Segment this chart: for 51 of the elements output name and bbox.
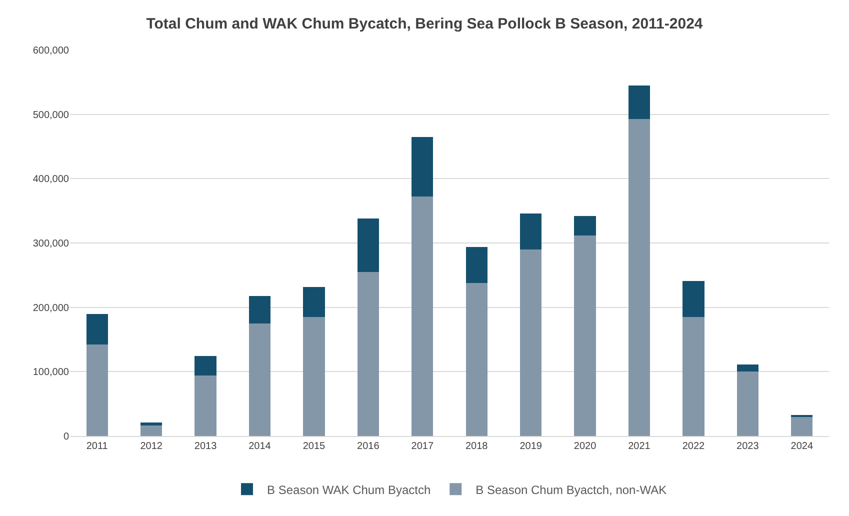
bar — [303, 316, 325, 436]
bar — [248, 323, 271, 436]
bar — [682, 280, 704, 317]
bar — [736, 364, 759, 372]
bar — [303, 286, 325, 317]
x-tick-label: 2023 — [736, 441, 760, 452]
x-tick-label: 2018 — [465, 441, 488, 452]
bar — [628, 85, 650, 119]
y-tick-label: 300,000 — [32, 238, 70, 250]
x-tick-label: 2019 — [520, 441, 542, 452]
x-tick-label: 2012 — [140, 441, 163, 452]
y-tick-label: 400,000 — [32, 174, 70, 186]
x-tick-label: 2014 — [248, 441, 272, 452]
x-tick-label: 2011 — [86, 441, 108, 452]
x-tick-label: 2020 — [574, 441, 597, 452]
bar — [466, 246, 488, 283]
bar — [412, 136, 434, 197]
x-tick-label: 2013 — [194, 441, 218, 452]
bar — [791, 416, 813, 436]
bar — [86, 314, 108, 345]
x-tick-label: 2017 — [411, 441, 434, 452]
bar — [412, 196, 434, 436]
y-tick-label: 600,000 — [32, 46, 70, 56]
bar — [357, 272, 380, 436]
legend-label: B Season WAK Chum Byactch — [267, 482, 431, 497]
bar — [574, 235, 596, 436]
bar — [140, 422, 162, 426]
bar — [574, 216, 596, 236]
bar — [682, 316, 704, 436]
bar — [736, 372, 759, 436]
y-tick-label: 100,000 — [32, 367, 70, 378]
bar — [520, 249, 542, 436]
x-tick-label: 2016 — [357, 441, 380, 452]
x-tick-label: 2015 — [302, 441, 326, 452]
bar — [520, 213, 542, 250]
chart-title: Total Chum and WAK Chum Bycatch, Bering Sea Pollock B Season, 2011-2024 — [146, 16, 704, 33]
x-tick-label: 2024 — [790, 441, 814, 452]
bar — [466, 282, 488, 436]
bar — [194, 376, 216, 436]
y-tick-label: 0 — [63, 432, 70, 442]
bar — [194, 356, 216, 376]
bar — [140, 426, 162, 436]
x-tick-label: 2021 — [628, 441, 651, 452]
bar — [357, 218, 380, 272]
x-tick-label: 2022 — [682, 441, 706, 452]
bar — [248, 296, 271, 324]
bar — [86, 344, 108, 436]
y-tick-label: 500,000 — [32, 110, 70, 121]
bar — [628, 118, 650, 436]
legend-label: B Season Chum Byactch, non-WAK — [476, 482, 667, 497]
y-tick-label: 200,000 — [32, 302, 70, 314]
